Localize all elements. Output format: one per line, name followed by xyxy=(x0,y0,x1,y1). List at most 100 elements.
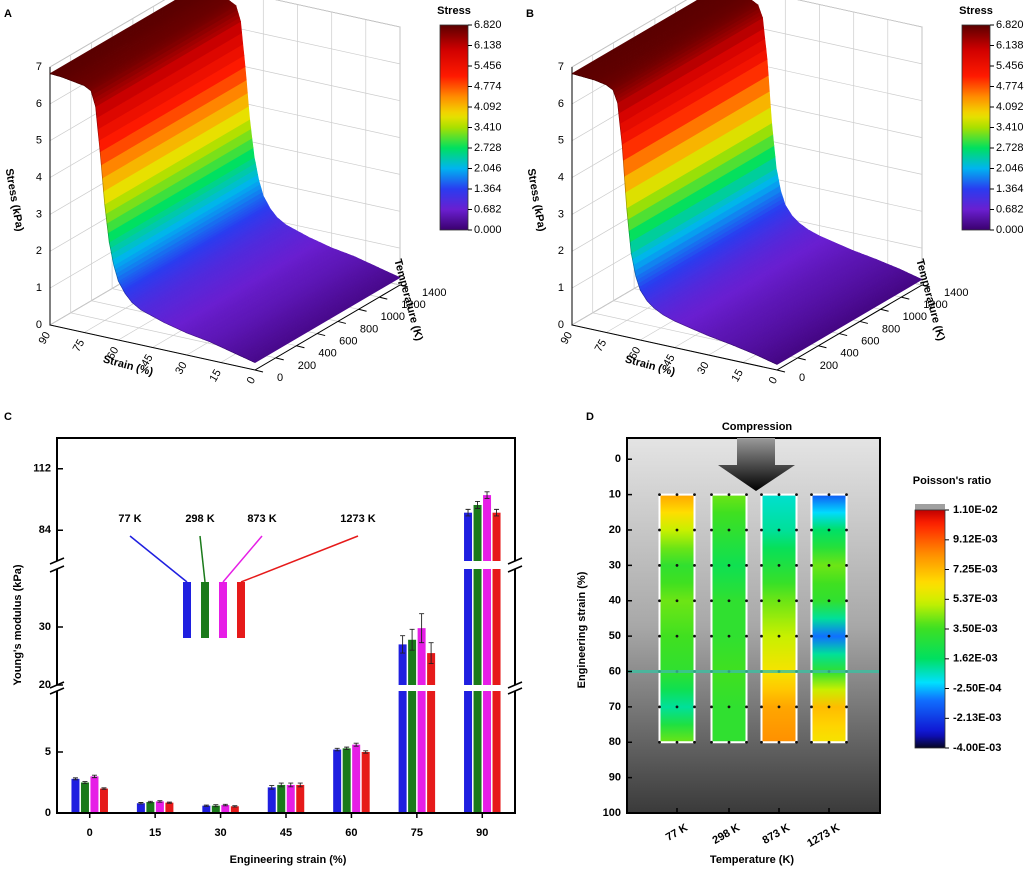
colorbar-tick-label: 5.456 xyxy=(474,60,502,72)
error-bar xyxy=(344,746,350,751)
surface-fill xyxy=(581,0,716,78)
y-tick-label: 70 xyxy=(609,701,621,713)
surface-fill xyxy=(67,0,207,81)
error-bar xyxy=(72,777,78,781)
sample-point xyxy=(760,563,763,567)
sample-point xyxy=(760,740,763,744)
surface-fill xyxy=(596,0,738,82)
z-axis-title: Stress (kPa) xyxy=(3,168,26,233)
legend-label: 77 K xyxy=(118,513,141,525)
sample-point xyxy=(745,563,748,567)
y-tick-label: 400 xyxy=(840,348,858,360)
sample-point xyxy=(760,599,763,603)
sample-point xyxy=(658,740,661,744)
bar xyxy=(427,653,436,813)
bar xyxy=(202,805,211,813)
legend-leader xyxy=(222,535,263,583)
break-mark xyxy=(49,565,65,573)
x-tick-label: 30 xyxy=(214,827,226,839)
tick-mark xyxy=(254,369,264,373)
error-bar xyxy=(203,804,209,807)
bar xyxy=(398,644,407,813)
error-bar xyxy=(409,628,415,651)
colorbar-tick-label: 0.000 xyxy=(996,224,1024,236)
z-tick-label: 2 xyxy=(558,245,564,257)
surface-fill xyxy=(595,0,737,82)
bar xyxy=(71,778,80,813)
sample-point xyxy=(827,528,831,532)
y-tick-label: 1000 xyxy=(381,311,405,323)
surface-fill xyxy=(73,0,216,83)
y-tick-label: 400 xyxy=(318,348,336,360)
surface-fill xyxy=(594,0,734,81)
colorbar-tick-label: 6.820 xyxy=(474,19,502,31)
x-tick-label: 15 xyxy=(207,367,224,384)
bar xyxy=(342,748,351,813)
surface-fill xyxy=(599,0,744,84)
surface-fill xyxy=(76,0,222,84)
x-tick-label: 30 xyxy=(695,360,712,377)
sample-point xyxy=(795,493,798,497)
x-tick-label: 0 xyxy=(767,375,780,386)
break-mark xyxy=(507,557,523,565)
sample-point xyxy=(777,705,781,709)
tick-mark xyxy=(399,284,409,288)
x-tick-label: 90 xyxy=(476,827,488,839)
colorbar-title: Poisson's ratio xyxy=(913,475,992,487)
sample-point xyxy=(710,563,713,567)
z-tick-label: 3 xyxy=(558,208,564,220)
sample-point xyxy=(745,634,748,638)
surface-fill xyxy=(81,0,229,86)
bar xyxy=(492,512,501,813)
sample-point xyxy=(658,563,661,567)
surface-fill xyxy=(63,0,199,79)
heatmap-cell xyxy=(711,494,747,513)
sample-point xyxy=(693,634,696,638)
surface-fill xyxy=(605,0,753,87)
sample-point xyxy=(727,528,731,532)
x-tick-label: 60 xyxy=(105,345,122,362)
bar xyxy=(408,639,417,813)
y-tick-label: 0 xyxy=(45,807,51,819)
sample-point xyxy=(810,740,813,744)
sample-point xyxy=(675,740,679,744)
z-tick-label: 4 xyxy=(558,171,564,183)
sample-point xyxy=(795,740,798,744)
sample-point xyxy=(795,563,798,567)
colorbar-title: Stress xyxy=(437,5,471,17)
y-tick-label: 200 xyxy=(298,360,316,372)
sample-point xyxy=(760,705,763,709)
sample-point xyxy=(675,705,679,709)
z-tick-label: 4 xyxy=(36,171,42,183)
y-tick-label: 1400 xyxy=(944,287,968,299)
error-bar xyxy=(288,782,294,788)
error-bar xyxy=(428,642,434,664)
error-bar xyxy=(222,803,228,807)
tick-mark xyxy=(839,333,848,337)
y-tick-label: 60 xyxy=(609,665,621,677)
sample-point xyxy=(827,493,831,497)
error-bar xyxy=(465,508,471,517)
bar xyxy=(483,495,492,813)
compression-arrow xyxy=(718,438,795,491)
sample-point xyxy=(745,599,748,603)
tick-mark xyxy=(317,333,326,337)
sample-point xyxy=(727,493,731,497)
heatmap-cell xyxy=(761,724,797,743)
sample-point xyxy=(675,599,679,603)
y-tick-label: 600 xyxy=(339,335,357,347)
surface-fill xyxy=(61,0,197,79)
sample-point xyxy=(760,493,763,497)
axis-line xyxy=(571,67,923,371)
surface-fill xyxy=(603,0,750,85)
y-tick-label: 1000 xyxy=(903,311,927,323)
legend-swatch xyxy=(219,582,227,638)
sample-point xyxy=(710,740,713,744)
surface-fill xyxy=(590,0,729,80)
y-axis-title: Young's modulus (kPa) xyxy=(12,564,24,685)
sample-point xyxy=(745,493,748,497)
tick-mark xyxy=(296,345,305,349)
x-tick-label: 15 xyxy=(729,367,746,384)
y-tick-label: 600 xyxy=(861,335,879,347)
